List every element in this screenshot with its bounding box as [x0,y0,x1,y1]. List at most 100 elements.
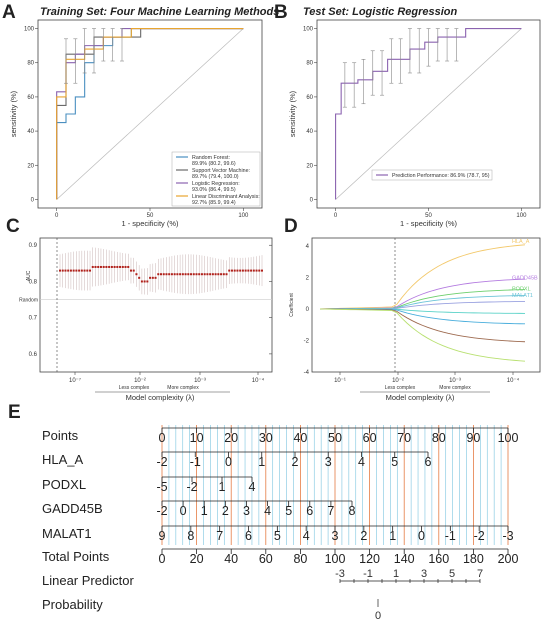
scale-tick-label: 0 [159,431,166,445]
panel-b-title: Test Set: Logistic Regression [303,6,458,18]
x-tick-label: 0 [55,213,59,219]
y-tick-label: 40 [27,129,34,135]
auc-point [143,280,146,283]
y-axis-label: sensitivity (%) [288,90,297,137]
legend-stat: 92.7% (85.9, 99.4) [192,200,236,206]
auc-point [209,273,212,276]
auc-point [83,269,86,272]
y-tick-label: 60 [306,95,313,101]
nomogram-label-podxl: PODXL [42,477,86,492]
auc-point [165,273,168,276]
scale-tick-label: 50 [328,431,342,445]
scale-tick-label: 2 [360,529,367,543]
auc-point [244,269,247,272]
auc-point [225,273,228,276]
scale-tick-label: -1 [445,529,456,543]
auc-point [97,265,100,268]
auc-point [222,273,225,276]
x-tick-label: 50 [147,213,154,219]
auc-point [181,273,184,276]
y-tick-label: 0 [310,197,314,203]
y-tick-label: 0.9 [29,243,38,249]
y-tick-label: 40 [306,129,313,135]
scale-tick-label: 20 [190,552,204,566]
legend-box [171,151,261,207]
scale-tick-label: 1 [389,529,396,543]
y-tick-label: 0 [31,197,35,203]
auc-point [146,280,149,283]
auc-point [184,273,187,276]
legend-entry: Logistic Regression: [192,181,240,187]
x-tick-label: 10⁻² [134,378,146,384]
scale-tick-label: 8 [187,529,194,543]
y-tick-label: 0.7 [29,316,38,322]
auc-point [129,269,132,272]
y-tick-label: 2 [306,275,310,281]
nomogram-label-malat1: MALAT1 [42,526,92,541]
scale-tick-label: 80 [432,431,446,445]
gene-label: GADD45B [512,275,538,281]
auc-point [157,273,160,276]
scale-tick-label: 180 [463,552,484,566]
auc-point [72,269,75,272]
y-tick-label: -2 [304,338,310,344]
y-tick-label: 100 [303,27,314,33]
auc-point [108,265,111,268]
auc-point [160,273,162,276]
auc-point [59,269,61,272]
auc-point [179,273,182,276]
auc-point [233,269,236,272]
scale-tick-label: 3 [243,504,250,518]
scale-tick-label: -2 [156,455,167,469]
x-tick-label: 100 [516,213,527,219]
roc-training-chart: 0 20 40 60 80 100 0 50 100 1 - specificity (%) sen… [9,19,263,228]
auc-lambda-chart: 0.6 0.7 0.8 0.9 10⁻⁷ 10⁻² 10⁻³ 10⁻⁴ AUC Random Les… [19,237,273,402]
auc-point [187,273,190,276]
panel-letter-e: E [8,402,21,423]
auc-point [135,273,138,276]
y-axis-label: sensitivity (%) [9,90,18,137]
coef-path-gadd45b [319,278,526,310]
auc-point [61,269,64,272]
panel-letter-a: A [2,2,16,23]
panel-letter-b: B [274,2,288,23]
legend-entry: Support Vector Machine: [192,168,250,174]
diagonal-reference [335,28,522,200]
scale-tick-label: 70 [397,431,411,445]
auc-point [64,269,67,272]
scale-tick-label: 20 [224,431,238,445]
nomogram-label-probability: Probability [42,597,103,612]
auc-point [230,269,233,272]
auc-point [250,269,253,272]
auc-point [102,265,105,268]
scale-tick-label: 4 [303,529,310,543]
scale-tick-label: 0 [418,529,425,543]
x-tick-label: 10⁻² [392,378,404,384]
auc-point [168,273,171,276]
auc-point [203,273,206,276]
auc-point [124,265,127,268]
scale-tick-label: 1 [201,504,208,518]
scale-tick-label: -2 [156,504,167,518]
scale-tick-label: 7 [216,529,223,543]
x-tick-label: 0 [334,213,338,219]
nomogram-label-points: Points [42,428,79,443]
panel-letter-c: C [6,216,20,237]
x-tick-label: 10⁻⁴ [507,377,520,384]
y-axis-label: Coefficient [289,293,295,317]
legend-entry: Linear Discriminant Analysis: [192,194,260,200]
scale-tick-label: 40 [224,552,238,566]
legend-entry: Prediction Performance: 86.9% (78.7, 95) [392,173,490,179]
auc-point [89,269,92,272]
scale-tick-label: 1 [258,455,265,469]
y-tick-label: 0.6 [29,352,38,358]
x-tick-label: 10⁻⁷ [69,377,81,384]
auc-point [69,269,72,272]
scale-tick-label: 90 [466,431,480,445]
y-tick-label: 60 [27,95,34,101]
auc-point [211,273,214,276]
auc-point [228,269,231,272]
